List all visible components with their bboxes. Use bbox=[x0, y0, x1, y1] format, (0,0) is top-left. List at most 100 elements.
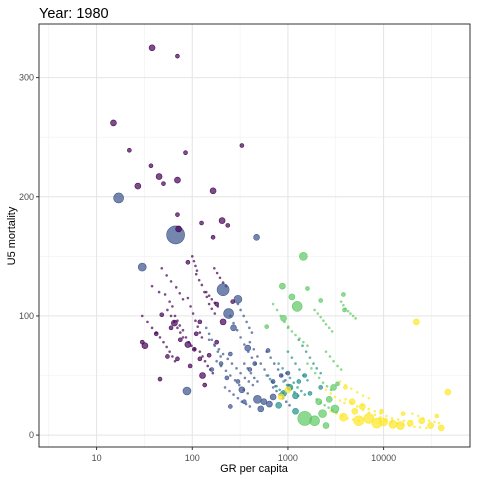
trail-point bbox=[342, 303, 345, 307]
trail-point bbox=[301, 344, 304, 348]
data-point bbox=[315, 398, 323, 406]
trail-point bbox=[292, 381, 296, 384]
trail-point bbox=[204, 290, 208, 294]
trail-point bbox=[223, 386, 227, 389]
data-point bbox=[335, 381, 340, 387]
trail-point bbox=[169, 314, 173, 318]
data-point bbox=[219, 318, 227, 326]
trail-point bbox=[229, 374, 232, 377]
trail-point bbox=[205, 295, 209, 299]
trail-point bbox=[157, 290, 161, 294]
trail-point bbox=[169, 280, 173, 283]
data-point bbox=[110, 119, 117, 127]
data-point bbox=[230, 324, 237, 332]
data-point bbox=[297, 411, 313, 426]
trail-point bbox=[281, 367, 284, 370]
data-point bbox=[253, 233, 260, 241]
trail bbox=[286, 326, 309, 348]
data-point bbox=[165, 354, 170, 359]
data-point bbox=[418, 417, 425, 425]
data-point bbox=[284, 386, 292, 394]
trail-point bbox=[150, 326, 154, 330]
trail-point bbox=[294, 333, 297, 337]
trail-point bbox=[328, 355, 332, 358]
trail-point bbox=[290, 356, 294, 359]
y-tick-label: 0 bbox=[29, 430, 34, 440]
trail-point bbox=[284, 400, 288, 404]
data-point bbox=[148, 163, 154, 169]
trail-point bbox=[339, 300, 343, 303]
trail-point bbox=[343, 401, 346, 405]
trail bbox=[160, 266, 185, 301]
data-point bbox=[148, 44, 156, 52]
data-point bbox=[183, 150, 188, 155]
trail-point bbox=[287, 325, 290, 328]
data-point bbox=[406, 419, 414, 427]
data-point bbox=[302, 373, 308, 378]
data-point bbox=[239, 143, 245, 148]
trail-point bbox=[168, 350, 171, 353]
tick-layer: 10 100 1000 10000 0 100 200 300 bbox=[19, 73, 396, 463]
trail-point bbox=[319, 315, 322, 319]
trail-point bbox=[150, 284, 154, 288]
trail-point bbox=[271, 386, 275, 389]
trail-point bbox=[275, 384, 278, 388]
data-point bbox=[199, 220, 204, 226]
trail-point bbox=[333, 395, 337, 399]
data-point bbox=[216, 283, 230, 297]
data-point bbox=[379, 417, 388, 427]
data-point bbox=[299, 252, 308, 261]
trail-point bbox=[236, 396, 240, 400]
data-point bbox=[434, 413, 440, 419]
trail-point bbox=[327, 406, 330, 409]
data-point bbox=[363, 413, 375, 424]
data-point bbox=[224, 375, 230, 381]
data-point bbox=[202, 382, 208, 388]
trail-point bbox=[146, 320, 149, 324]
data-point bbox=[199, 372, 206, 379]
data-point bbox=[279, 282, 286, 290]
trail-point bbox=[224, 369, 228, 373]
data-point bbox=[348, 398, 356, 406]
trail-point bbox=[263, 368, 266, 371]
trail-point bbox=[278, 388, 281, 392]
trail bbox=[306, 362, 333, 392]
y-tick-label: 100 bbox=[19, 311, 34, 321]
trail-point bbox=[322, 319, 325, 322]
data-point bbox=[139, 339, 145, 345]
trail bbox=[324, 388, 346, 405]
data-point bbox=[277, 393, 285, 401]
data-point bbox=[157, 376, 163, 382]
data-point bbox=[185, 260, 191, 265]
data-point bbox=[134, 182, 142, 190]
data-point bbox=[339, 412, 348, 422]
grid bbox=[39, 24, 470, 447]
trail-point bbox=[210, 307, 214, 311]
trail-point bbox=[425, 426, 428, 430]
trail-point bbox=[416, 414, 420, 418]
data-point bbox=[209, 367, 215, 372]
x-tick-label: 10 bbox=[92, 453, 102, 463]
x-axis-label: GR per capita bbox=[220, 463, 289, 475]
trail-point bbox=[189, 305, 192, 308]
panel-border bbox=[38, 23, 471, 448]
data-point bbox=[318, 409, 327, 418]
trail-point bbox=[251, 383, 255, 387]
chart-title: Year: 1980 bbox=[39, 6, 109, 22]
trail-point bbox=[329, 392, 333, 395]
trail-point bbox=[248, 405, 252, 408]
trail-point bbox=[158, 336, 162, 339]
trail-point bbox=[247, 380, 251, 383]
trail-point bbox=[336, 364, 339, 368]
trail-point bbox=[272, 362, 276, 365]
trail-point bbox=[230, 362, 234, 365]
trail-point bbox=[402, 419, 406, 423]
trail-point bbox=[243, 362, 246, 365]
data-point bbox=[270, 379, 276, 384]
trail bbox=[198, 350, 215, 375]
data-point bbox=[342, 307, 347, 313]
trail-point bbox=[390, 417, 394, 420]
data-point bbox=[292, 392, 299, 400]
